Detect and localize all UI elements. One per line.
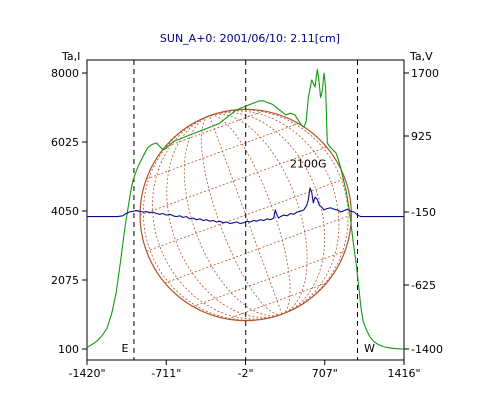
disk-longitude-line — [166, 115, 283, 318]
disk-longitude-line — [200, 115, 282, 316]
disk-latitude-line — [139, 146, 327, 216]
polarization-line — [87, 187, 404, 225]
disk-longitude-line — [152, 115, 283, 320]
disk-longitude-line — [209, 114, 291, 315]
x-tick-label: -2" — [237, 367, 253, 380]
left-tick-label: 2075 — [51, 274, 79, 287]
disk-longitude-line — [209, 110, 340, 315]
disk-longitude-line — [209, 112, 326, 315]
right-tick-label: 1700 — [411, 67, 439, 80]
left-axis-label: Ta,I — [61, 50, 80, 63]
x-tick-label: 707" — [312, 367, 338, 380]
left-tick-label: 8000 — [51, 67, 79, 80]
right-tick-label: -150 — [411, 206, 436, 219]
chart-title: SUN_A+0: 2001/06/10: 2.11[cm] — [160, 32, 340, 45]
x-tick-label: -1420" — [68, 367, 105, 380]
left-tick-label: 4050 — [51, 205, 79, 218]
right-tick-label: -1400 — [411, 343, 443, 356]
x-tick-label: -711" — [151, 367, 181, 380]
disk-longitude-line — [209, 109, 349, 315]
intensity-line — [86, 68, 404, 350]
field-annotation: 2100G — [290, 157, 327, 170]
disk-longitude-line — [209, 113, 308, 315]
x-tick-label: 1416" — [387, 367, 420, 380]
disk-latitude-line — [227, 282, 327, 320]
disk-longitude-line — [183, 115, 283, 317]
disk-longitude-line — [142, 115, 283, 321]
disk-latitude-line — [164, 214, 352, 284]
east-label: E — [121, 342, 128, 355]
west-label: W — [364, 342, 375, 355]
right-tick-label: -625 — [411, 279, 436, 292]
right-tick-label: 925 — [411, 130, 432, 143]
right-axis-label: Ta,V — [409, 50, 433, 63]
left-tick-label: 100 — [58, 343, 79, 356]
left-tick-label: 6025 — [51, 136, 79, 149]
